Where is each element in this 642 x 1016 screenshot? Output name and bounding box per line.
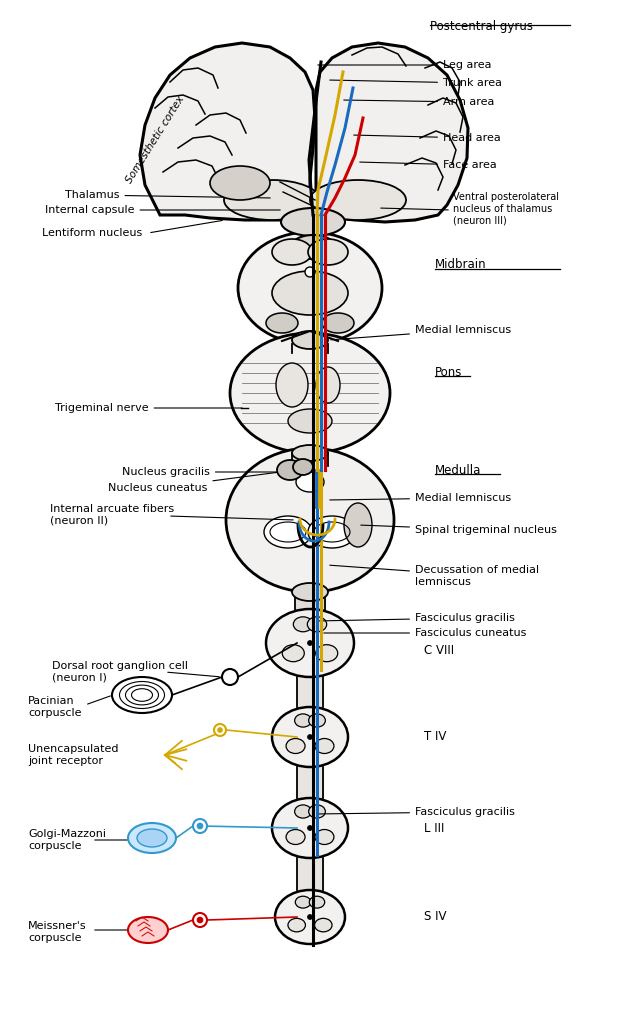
Circle shape [308, 825, 313, 830]
Ellipse shape [224, 180, 320, 220]
Circle shape [198, 917, 202, 923]
Text: Midbrain: Midbrain [435, 258, 487, 271]
Circle shape [218, 728, 222, 732]
Text: Meissner's
corpuscle: Meissner's corpuscle [28, 922, 87, 943]
Ellipse shape [316, 367, 340, 403]
Text: Lentiform nucleus: Lentiform nucleus [42, 228, 143, 238]
Ellipse shape [210, 166, 270, 200]
Circle shape [308, 735, 313, 740]
Ellipse shape [276, 363, 308, 407]
Text: Trigeminal nerve: Trigeminal nerve [55, 403, 242, 412]
Text: Fasciculus gracilis: Fasciculus gracilis [318, 613, 515, 623]
Ellipse shape [322, 313, 354, 333]
Text: Golgi-Mazzoni
corpuscle: Golgi-Mazzoni corpuscle [28, 829, 106, 850]
Text: C VIII: C VIII [424, 643, 454, 656]
Text: Decussation of medial
lemniscus: Decussation of medial lemniscus [330, 565, 539, 586]
Ellipse shape [291, 235, 335, 259]
Text: Spinal trigeminal nucleus: Spinal trigeminal nucleus [361, 525, 557, 535]
Ellipse shape [275, 890, 345, 944]
Ellipse shape [277, 460, 303, 480]
Text: Medulla: Medulla [435, 463, 482, 477]
Text: Head area: Head area [354, 133, 501, 143]
Ellipse shape [226, 448, 394, 592]
Text: Postcentral gyrus: Postcentral gyrus [430, 20, 533, 33]
Ellipse shape [309, 714, 325, 727]
Ellipse shape [309, 896, 325, 908]
Circle shape [305, 267, 315, 277]
Text: Internal arcuate fibers
(neuron II): Internal arcuate fibers (neuron II) [50, 504, 174, 526]
Ellipse shape [272, 239, 312, 265]
Text: Dorsal root ganglion cell
(neuron I): Dorsal root ganglion cell (neuron I) [52, 661, 188, 683]
Text: Leg area: Leg area [318, 60, 492, 70]
Text: Arm area: Arm area [343, 97, 494, 107]
Ellipse shape [286, 739, 305, 754]
Ellipse shape [282, 645, 304, 661]
Text: S IV: S IV [424, 910, 446, 924]
Ellipse shape [309, 805, 325, 818]
Circle shape [308, 914, 313, 919]
Text: Thalamus: Thalamus [65, 190, 270, 200]
Text: Fasciculus gracilis: Fasciculus gracilis [318, 807, 515, 817]
Text: Unencapsulated
joint receptor: Unencapsulated joint receptor [28, 744, 119, 766]
Ellipse shape [292, 583, 328, 601]
Ellipse shape [310, 180, 406, 220]
Circle shape [193, 819, 207, 833]
Text: Medial lemniscus: Medial lemniscus [331, 325, 511, 339]
Ellipse shape [316, 645, 338, 661]
Ellipse shape [128, 823, 176, 853]
Ellipse shape [315, 739, 334, 754]
Ellipse shape [286, 829, 305, 844]
Text: Face area: Face area [360, 160, 497, 170]
Circle shape [214, 724, 226, 736]
Ellipse shape [293, 459, 313, 475]
Ellipse shape [295, 896, 311, 908]
Ellipse shape [137, 829, 167, 847]
Text: Internal capsule: Internal capsule [45, 205, 280, 215]
Polygon shape [140, 43, 315, 220]
Ellipse shape [308, 617, 327, 632]
Text: Ventral posterolateral
nucleus of thalamus
(neuron III): Ventral posterolateral nucleus of thalam… [453, 192, 559, 226]
Ellipse shape [315, 918, 332, 932]
Ellipse shape [272, 707, 348, 767]
Text: Trunk area: Trunk area [330, 78, 502, 88]
Text: Fasciculus cuneatus: Fasciculus cuneatus [324, 628, 526, 638]
Ellipse shape [112, 677, 172, 713]
Circle shape [198, 824, 202, 828]
Ellipse shape [128, 917, 168, 943]
Text: Pons: Pons [435, 366, 462, 379]
Text: Somesthetic cortex: Somesthetic cortex [124, 94, 186, 186]
Text: Nucleus cuneatus: Nucleus cuneatus [108, 469, 300, 493]
Ellipse shape [292, 445, 328, 461]
Text: T IV: T IV [424, 731, 446, 744]
Circle shape [222, 669, 238, 685]
Ellipse shape [344, 503, 372, 547]
Circle shape [308, 640, 313, 645]
Ellipse shape [266, 313, 298, 333]
Ellipse shape [238, 232, 382, 344]
Text: Medial lemniscus: Medial lemniscus [330, 493, 511, 503]
Ellipse shape [315, 829, 334, 844]
Ellipse shape [272, 798, 348, 858]
Ellipse shape [281, 208, 345, 236]
Ellipse shape [288, 409, 332, 433]
Ellipse shape [308, 239, 348, 265]
Ellipse shape [293, 617, 313, 632]
Ellipse shape [272, 271, 348, 315]
Ellipse shape [288, 918, 306, 932]
Circle shape [193, 913, 207, 927]
Text: Pacinian
corpuscle: Pacinian corpuscle [28, 696, 82, 717]
Ellipse shape [292, 331, 328, 350]
Text: Nucleus gracilis: Nucleus gracilis [122, 467, 287, 477]
Ellipse shape [308, 516, 356, 548]
Polygon shape [316, 43, 468, 223]
Ellipse shape [295, 714, 311, 727]
Ellipse shape [295, 805, 311, 818]
Text: L III: L III [424, 822, 444, 834]
Ellipse shape [296, 472, 324, 492]
Ellipse shape [264, 516, 312, 548]
Ellipse shape [266, 609, 354, 677]
Ellipse shape [230, 333, 390, 453]
